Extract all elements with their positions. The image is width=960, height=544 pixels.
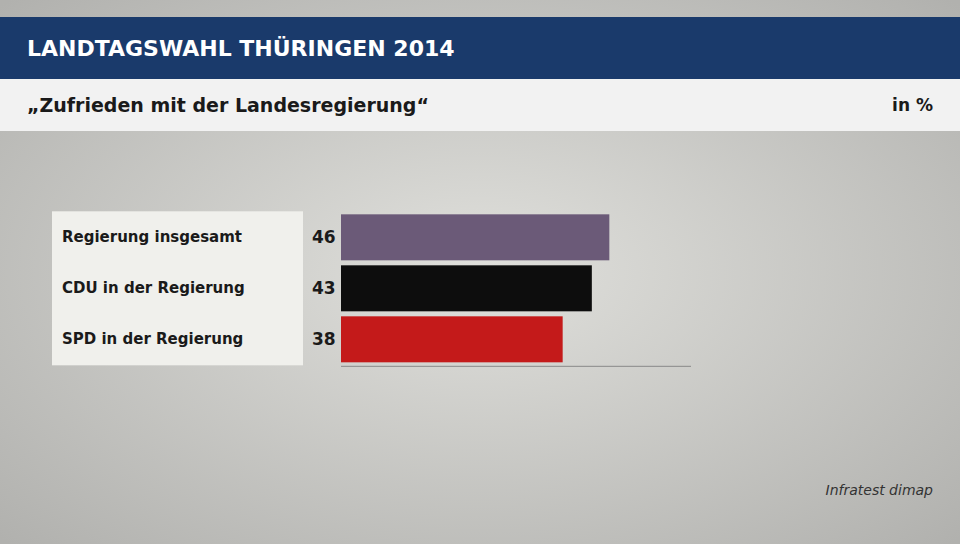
data-label: 46 [312, 227, 336, 247]
category-label: CDU in der Regierung [62, 279, 245, 297]
title: LANDTAGSWAHL THÜRINGEN 2014 [27, 36, 455, 61]
category-label: Regierung insgesamt [62, 228, 242, 246]
source: Infratest dimap [826, 482, 934, 498]
background [0, 0, 960, 544]
label-background [52, 211, 303, 365]
category-label: SPD in der Regierung [62, 330, 243, 348]
axis-label: in % [892, 95, 933, 115]
subtitle: „Zufrieden mit der Landesregierung“ [27, 94, 429, 116]
chart-container: LANDTAGSWAHL THÜRINGEN 2014 „Zufrieden mi… [0, 0, 960, 544]
subtitle-bar [0, 79, 960, 131]
title-bar [0, 17, 960, 79]
chart: LANDTAGSWAHL THÜRINGEN 2014 „Zufrieden mi… [0, 0, 960, 544]
bar [341, 265, 592, 311]
bar [341, 316, 563, 362]
bar [341, 214, 609, 260]
data-label: 38 [312, 329, 336, 349]
bars [341, 214, 609, 362]
data-label: 43 [312, 278, 336, 298]
x-axis-line [341, 366, 691, 367]
